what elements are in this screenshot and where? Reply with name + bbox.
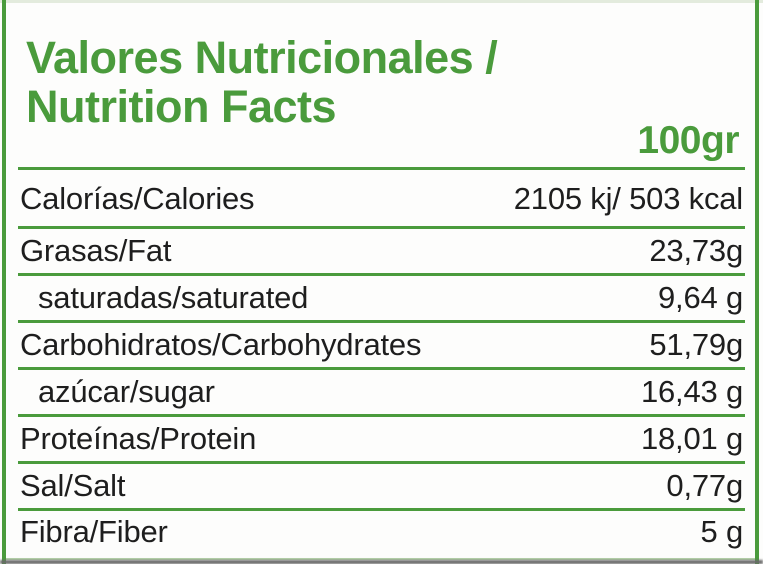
row-salt: Sal/Salt 0,77g <box>18 460 745 508</box>
nutrient-name: saturadas/saturated <box>38 280 309 316</box>
row-protein: Proteínas/Protein 18,01 g <box>18 413 745 461</box>
label-right-border <box>755 0 759 564</box>
nutrient-value: 18,01 g <box>640 420 743 456</box>
row-calories: Calorías/Calories 2105 kj/ 503 kcal <box>18 167 745 226</box>
nutrition-rows: Calorías/Calories 2105 kj/ 503 kcal Gras… <box>18 167 745 552</box>
row-saturated-fat: saturadas/saturated 9,64 g <box>18 273 745 320</box>
row-fiber: Fibra/Fiber 5 g <box>18 507 745 552</box>
serving-size: 100gr <box>637 119 739 163</box>
row-carbohydrates: Carbohidratos/Carbohydrates 51,79g <box>18 319 745 367</box>
nutrient-value: 9,64 g <box>658 280 743 316</box>
nutrient-name: Calorías/Calories <box>20 181 255 217</box>
nutrient-value: 23,73g <box>649 233 743 269</box>
nutrient-value: 2105 kj/ 503 kcal <box>513 181 743 217</box>
row-fat: Grasas/Fat 23,73g <box>18 226 745 273</box>
label-title: Valores Nutricionales / Nutrition Facts <box>26 32 498 132</box>
bottom-cutoff-bar <box>0 560 763 564</box>
nutrient-value: 5 g <box>700 513 744 549</box>
bottom-light-rule <box>6 558 755 560</box>
nutrient-value: 16,43 g <box>640 373 743 409</box>
row-sugar: azúcar/sugar 16,43 g <box>18 366 745 414</box>
nutrient-name: Grasas/Fat <box>20 233 172 269</box>
nutrient-name: azúcar/sugar <box>38 373 215 409</box>
nutrient-name: Carbohidratos/Carbohydrates <box>20 326 422 362</box>
label-top-edge <box>0 0 763 3</box>
nutrient-name: Sal/Salt <box>20 467 126 503</box>
nutrient-name: Fibra/Fiber <box>20 513 168 549</box>
nutrient-value: 51,79g <box>649 326 743 362</box>
nutrient-value: 0,77g <box>666 467 743 503</box>
nutrient-name: Proteínas/Protein <box>20 420 257 456</box>
label-content: Valores Nutricionales / Nutrition Facts … <box>6 0 755 552</box>
label-left-border <box>2 0 6 564</box>
